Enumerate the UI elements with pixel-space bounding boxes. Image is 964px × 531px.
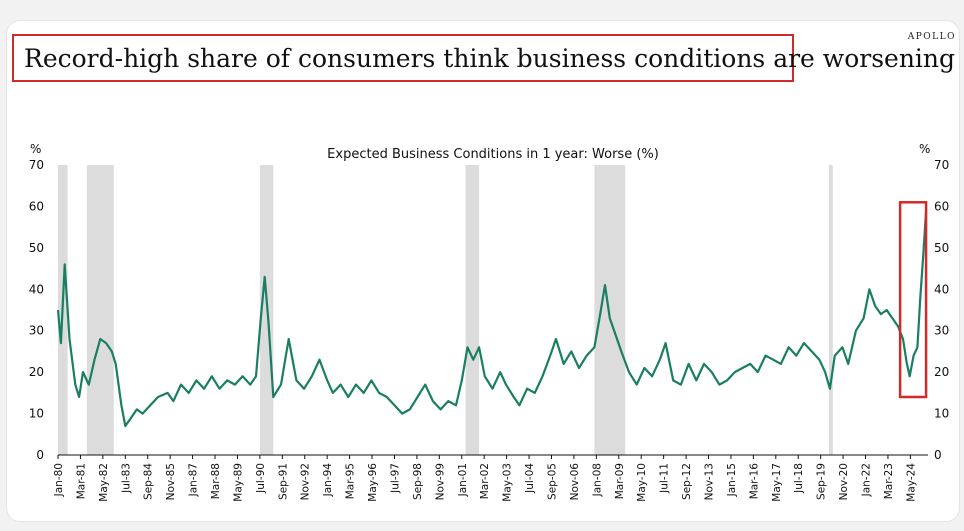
x-tick-label-31: Mar-16 xyxy=(748,463,760,500)
x-tick-label-10: Sep-91 xyxy=(277,463,289,500)
x-tick-label-5: Nov-85 xyxy=(165,463,177,500)
x-tick-label-7: Mar-88 xyxy=(210,463,222,499)
x-tick-label-13: Mar-95 xyxy=(345,463,357,499)
x-tick-label-3: Jul-83 xyxy=(120,463,132,494)
x-tick-label-18: Jan-01 xyxy=(457,463,469,497)
x-tick-label-26: May-10 xyxy=(636,463,648,502)
x-tick-label-33: Jul-18 xyxy=(793,463,805,494)
x-tick-label-17: Nov-99 xyxy=(434,463,446,500)
y-tick-right-20: 20 xyxy=(934,365,949,379)
y-tick-left-10: 10 xyxy=(29,407,44,421)
y-tick-left-70: 70 xyxy=(29,158,44,172)
highlight-box xyxy=(898,201,928,399)
recession-band-1 xyxy=(86,165,114,455)
x-tick-label-12: Jan-94 xyxy=(322,463,334,498)
x-tick-label-1: Mar-81 xyxy=(75,463,87,499)
x-tick-label-35: Nov-20 xyxy=(838,463,850,500)
y-tick-left-60: 60 xyxy=(29,199,44,213)
x-tick-label-0: Jan-80 xyxy=(53,463,65,497)
x-tick-label-32: May-17 xyxy=(771,463,783,502)
x-tick-label-2: May-82 xyxy=(98,463,110,502)
x-tick-label-4: Sep-84 xyxy=(143,463,155,500)
recession-band-3 xyxy=(465,165,480,455)
x-tick-label-23: Nov-06 xyxy=(569,463,581,501)
y-tick-left-20: 20 xyxy=(29,365,44,379)
x-tick-label-21: Jul-04 xyxy=(524,463,536,494)
series-line-0 xyxy=(56,210,928,428)
y-tick-right-10: 10 xyxy=(934,407,949,421)
x-tick-label-36: Jan-22 xyxy=(861,463,873,497)
x-tick-label-24: Jan-08 xyxy=(591,463,603,497)
x-tick-label-22: Sep-05 xyxy=(546,463,558,500)
y-tick-right-30: 30 xyxy=(934,324,949,338)
y-unit-right: % xyxy=(919,142,930,156)
y-tick-left-30: 30 xyxy=(29,324,44,338)
x-tick-label-25: Mar-09 xyxy=(614,463,626,499)
y-tick-right-50: 50 xyxy=(934,241,949,255)
x-tick-label-34: Sep-19 xyxy=(816,463,828,500)
y-tick-right-0: 0 xyxy=(934,448,942,462)
y-tick-right-70: 70 xyxy=(934,158,949,172)
chart-card xyxy=(6,20,960,522)
recession-band-4 xyxy=(594,165,626,455)
y-tick-right-40: 40 xyxy=(934,282,949,296)
chart-title: Expected Business Conditions in 1 year: … xyxy=(327,147,659,162)
y-tick-left-0: 0 xyxy=(36,448,44,462)
x-tick-label-11: Nov-92 xyxy=(300,463,312,500)
x-tick-label-28: Sep-12 xyxy=(681,463,693,500)
x-tick-label-37: Mar-23 xyxy=(883,463,895,499)
x-tick-label-6: Jan-87 xyxy=(188,463,200,497)
recession-band-5 xyxy=(828,165,833,455)
x-tick-label-14: May-96 xyxy=(367,463,379,502)
x-tick-label-20: May-03 xyxy=(502,463,514,502)
y-tick-left-50: 50 xyxy=(29,241,44,255)
x-tick-label-16: Sep-98 xyxy=(412,463,424,500)
x-tick-label-15: Jul-97 xyxy=(389,463,401,494)
y-unit-left: % xyxy=(30,142,41,156)
y-tick-left-40: 40 xyxy=(29,282,44,296)
x-tick-label-29: Nov-13 xyxy=(703,463,715,500)
x-tick-label-8: May-89 xyxy=(232,463,244,502)
x-tick-label-9: Jul-90 xyxy=(255,463,267,494)
x-tick-label-38: May-24 xyxy=(905,463,917,502)
brand-logo: APOLLO xyxy=(907,32,956,42)
x-tick-label-19: Mar-02 xyxy=(479,463,491,499)
x-tick-label-27: Jul-11 xyxy=(659,463,671,494)
y-tick-right-60: 60 xyxy=(934,199,949,213)
x-tick-label-30: Jan-15 xyxy=(726,463,738,497)
